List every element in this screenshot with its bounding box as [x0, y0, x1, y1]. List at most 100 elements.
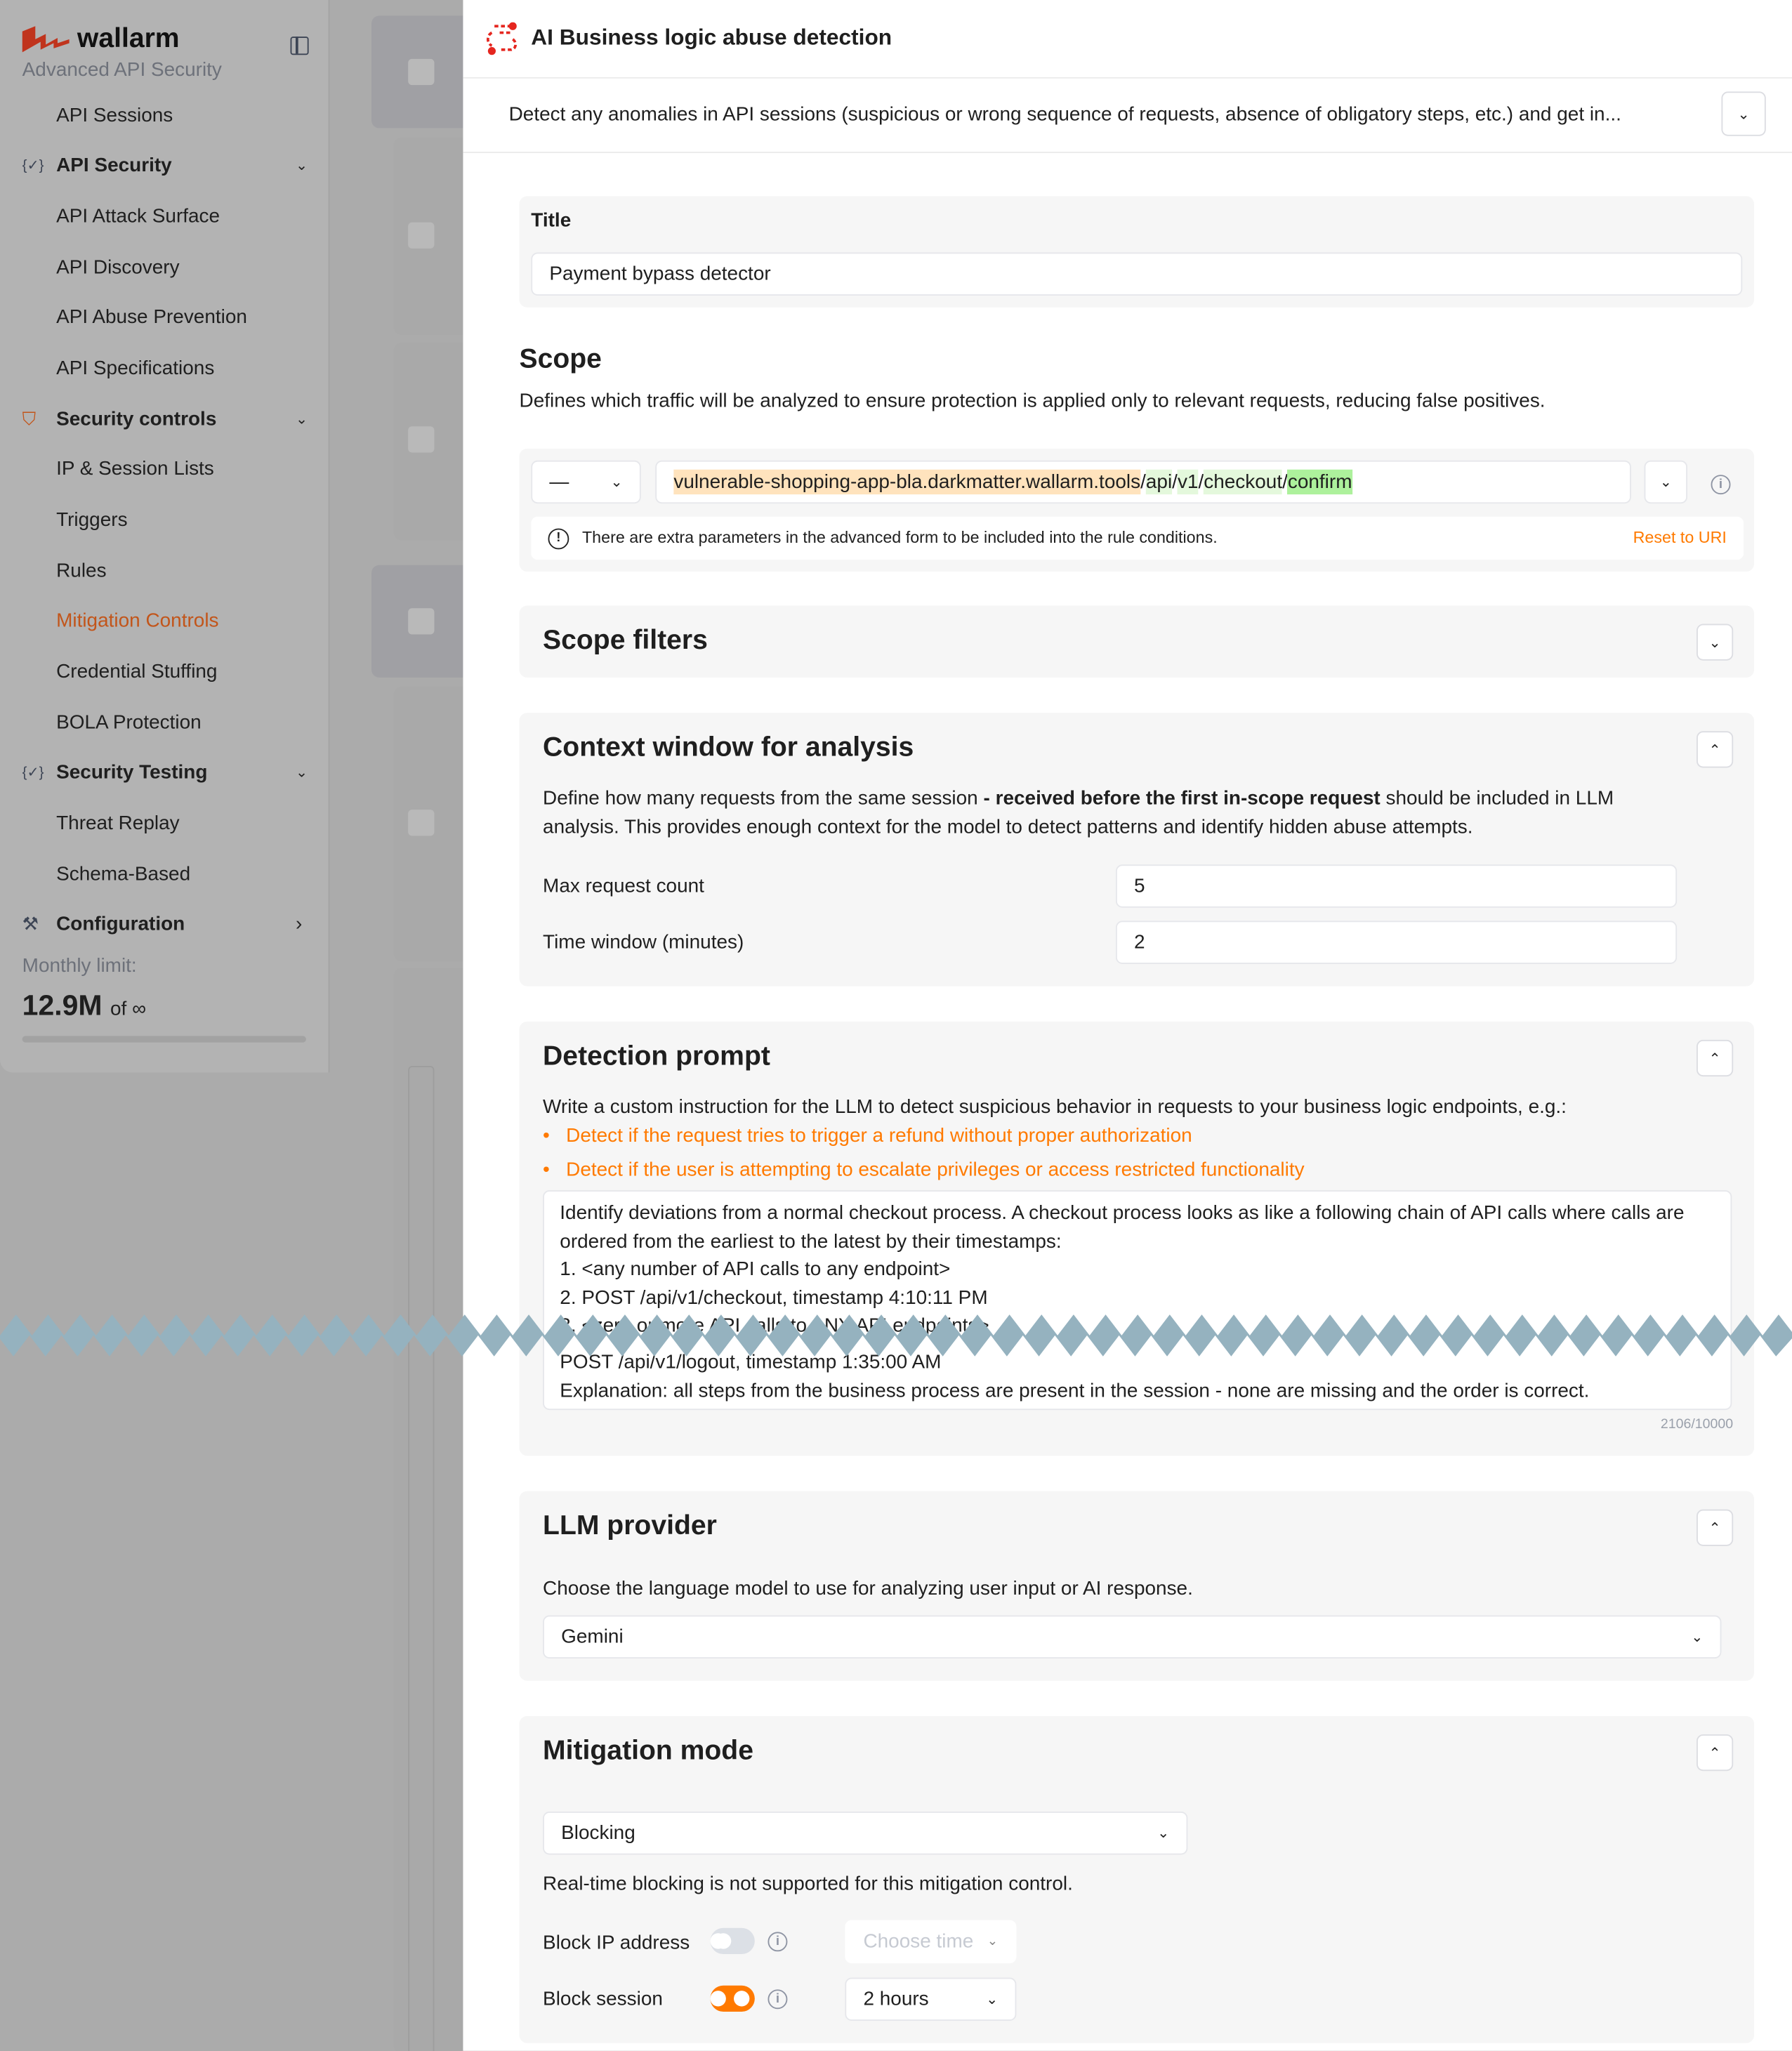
row-checkbox[interactable]: [408, 222, 435, 249]
zigzag-band: [0, 1314, 1792, 1357]
url-host: vulnerable-shopping-app-bla.darkmatter.w…: [673, 469, 1141, 495]
expand-description-button[interactable]: ⌄: [1721, 91, 1766, 136]
scope-filters-heading: Scope filters: [543, 625, 708, 656]
info-icon[interactable]: i: [767, 1932, 788, 1952]
product-subtitle: Advanced API Security: [22, 58, 222, 81]
wallarm-logo[interactable]: wallarm: [22, 24, 180, 55]
scope-description: Defines which traffic will be analyzed t…: [519, 390, 1546, 412]
sidebar-item-label: API Discovery: [56, 256, 180, 278]
drawer-title: AI Business logic abuse detection: [531, 25, 892, 50]
info-icon[interactable]: i: [767, 1989, 788, 2010]
limit-used: 12.9M: [22, 989, 103, 1022]
example-item[interactable]: • Detect if the user is attempting to es…: [543, 1159, 1305, 1182]
sidebar-item[interactable]: Triggers: [0, 500, 329, 539]
sidebar-item[interactable]: Mitigation Controls: [0, 600, 329, 640]
chevron-down-icon[interactable]: ⌄: [295, 764, 308, 781]
monthly-limit-label: Monthly limit:: [22, 954, 137, 977]
prompt-text-top: Identify deviations from a normal checko…: [560, 1199, 1711, 1340]
block-ip-label: Block IP address: [543, 1932, 690, 1955]
title-label: Title: [531, 209, 572, 232]
sidebar-item[interactable]: API Specifications: [0, 348, 329, 388]
row-checkbox[interactable]: [408, 608, 435, 635]
time-window-input[interactable]: 2: [1115, 921, 1678, 964]
prompt-textarea[interactable]: Identify deviations from a normal checko…: [543, 1190, 1732, 1411]
sidebar-item-label: Security Testing: [56, 760, 208, 783]
llm-select[interactable]: Gemini ⌄: [543, 1615, 1722, 1659]
notice-text: There are extra parameters in the advanc…: [581, 528, 1218, 547]
prompt-line: 2. POST /api/v1/checkout, timestamp 4:10…: [560, 1286, 988, 1309]
wallarm-logo-icon: [22, 26, 70, 53]
sidebar-item-label: API Security: [56, 153, 172, 176]
sidebar-item[interactable]: Schema-Based: [0, 854, 329, 893]
collapse-context-button[interactable]: ⌃: [1697, 731, 1734, 768]
block-session-time-select[interactable]: 2 hours ⌄: [845, 1977, 1017, 2022]
collapse-mitigation-button[interactable]: ⌃: [1697, 1734, 1734, 1772]
max-request-input[interactable]: 5: [1115, 864, 1678, 908]
url-path-part: api: [1145, 469, 1173, 495]
collapse-llm-button[interactable]: ⌃: [1697, 1509, 1734, 1546]
drawer-header: AI Business logic abuse detection: [463, 0, 1792, 79]
block-ip-time-select[interactable]: Choose time ⌄: [845, 1920, 1017, 1964]
sidebar-item[interactable]: Credential Stuffing: [0, 652, 329, 691]
prompt-line: 1. <any number of API calls to any endpo…: [560, 1258, 951, 1281]
mitigation-heading: Mitigation mode: [543, 1735, 753, 1766]
collapse-prompt-button[interactable]: ⌃: [1697, 1039, 1734, 1077]
chevron-down-icon[interactable]: ⌄: [295, 411, 308, 428]
detection-prompt-section: Detection prompt ⌃ Write a custom instru…: [519, 1021, 1755, 1456]
context-heading: Context window for analysis: [543, 732, 914, 763]
sidebar-item[interactable]: API Discovery: [0, 247, 329, 286]
limit-total: of ∞: [110, 998, 146, 1020]
advanced-params-notice: ! There are extra parameters in the adva…: [531, 516, 1744, 560]
chevron-down-icon[interactable]: ⌄: [295, 157, 308, 173]
brand-name: wallarm: [77, 23, 180, 54]
uri-input[interactable]: vulnerable-shopping-app-bla.darkmatter.w…: [655, 460, 1631, 504]
chevron-down-icon: ⌄: [1708, 635, 1721, 651]
sidebar-item[interactable]: Threat Replay: [0, 803, 329, 843]
tools-icon: ⚒: [22, 912, 39, 934]
chevron-up-icon: ⌃: [1708, 1745, 1721, 1762]
sidebar-item[interactable]: {✓} Security Testing ⌄: [0, 752, 329, 791]
title-input[interactable]: Payment bypass detector: [531, 252, 1743, 296]
chevron-down-icon: ⌄: [1691, 1630, 1704, 1646]
toggle-knob: [734, 1991, 750, 2007]
info-icon[interactable]: i: [1711, 475, 1731, 495]
desc-part: Define how many requests from the same s…: [543, 787, 984, 810]
prompt-description: Write a custom instruction for the LLM t…: [543, 1096, 1567, 1119]
sidebar-item[interactable]: {✓} API Security ⌄: [0, 145, 329, 185]
sidebar-item-label: Threat Replay: [56, 811, 180, 834]
method-select[interactable]: — ⌄: [531, 460, 641, 504]
sidebar-item-label: API Attack Surface: [56, 204, 220, 227]
alert-circle-icon: !: [548, 528, 569, 550]
collapse-sidebar-icon[interactable]: [290, 37, 309, 55]
title-section: Title Payment bypass detector: [519, 196, 1755, 308]
mitigation-mode-select[interactable]: Blocking ⌄: [543, 1811, 1188, 1855]
sidebar-item[interactable]: API Attack Surface: [0, 196, 329, 235]
sidebar-item[interactable]: IP & Session Lists: [0, 449, 329, 488]
sidebar-item[interactable]: Rules: [0, 550, 329, 590]
example-item[interactable]: • Detect if the request tries to trigger…: [543, 1125, 1192, 1147]
reset-to-uri-link[interactable]: Reset to URI: [1633, 528, 1727, 547]
braces-check-icon: {✓}: [22, 764, 44, 781]
sidebar-item[interactable]: ⚒ Configuration ›: [0, 904, 329, 943]
sidebar-item-label: Credential Stuffing: [56, 659, 218, 682]
row-checkbox[interactable]: [408, 426, 435, 453]
scope-filters-section[interactable]: Scope filters ⌄: [519, 605, 1755, 678]
chevron-right-icon[interactable]: ›: [295, 912, 303, 935]
row-checkbox[interactable]: [408, 810, 435, 836]
screenshot-break-band: [0, 1314, 1792, 1357]
row-checkbox[interactable]: [408, 58, 435, 86]
chevron-up-icon: ⌃: [1708, 1520, 1721, 1536]
uri-options-button[interactable]: ⌄: [1644, 460, 1688, 504]
sidebar-item[interactable]: API Abuse Prevention: [0, 297, 329, 336]
chevron-down-icon: ⌄: [1157, 1826, 1170, 1842]
sidebar-item[interactable]: API Sessions: [0, 95, 329, 135]
sidebar-item-label: Mitigation Controls: [56, 609, 219, 631]
example-text: Detect if the user is attempting to esca…: [566, 1159, 1305, 1182]
sidebar-item-label: BOLA Protection: [56, 711, 202, 734]
expand-scope-filters-button[interactable]: ⌄: [1697, 624, 1734, 661]
sidebar-item[interactable]: ⛉ Security controls ⌄: [0, 399, 329, 438]
braces-check-icon: {✓}: [22, 157, 44, 173]
example-text: Detect if the request tries to trigger a…: [566, 1125, 1192, 1147]
url-path-part: confirm: [1287, 469, 1352, 495]
sidebar-item[interactable]: BOLA Protection: [0, 702, 329, 741]
